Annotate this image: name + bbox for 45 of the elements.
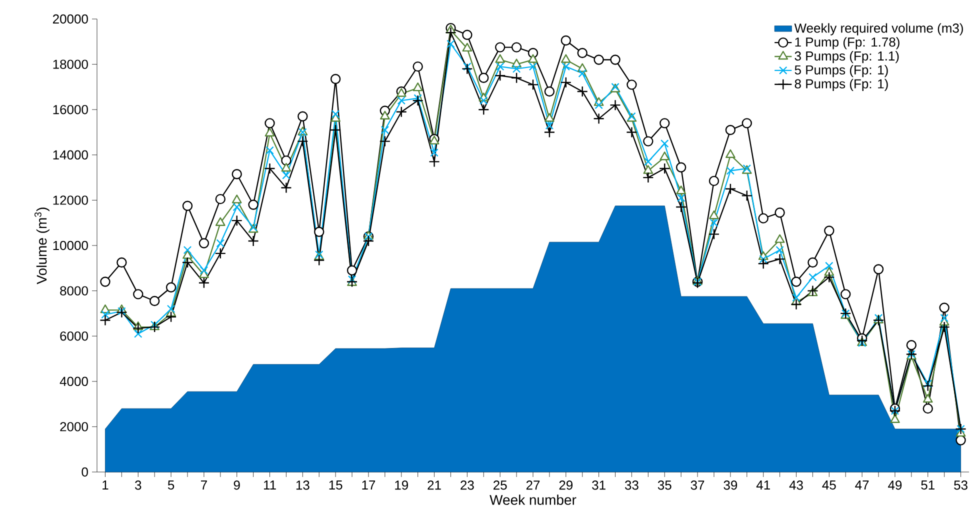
x-axis-title: Week number bbox=[490, 494, 576, 505]
x-tick-label: 31 bbox=[592, 480, 606, 490]
y-tick-label: 18000 bbox=[53, 60, 88, 69]
x-tick-label: 51 bbox=[921, 480, 934, 490]
y-tick-label: 20000 bbox=[52, 14, 88, 24]
y-tick-label: 0 bbox=[82, 467, 88, 477]
y-tick-label: 12000 bbox=[53, 196, 88, 205]
x-tick-label: 23 bbox=[460, 480, 474, 490]
y-tick-label: 14000 bbox=[53, 150, 88, 160]
x-tick-label: 5 bbox=[168, 480, 174, 490]
x-tick-label: 35 bbox=[658, 480, 672, 490]
y-axis-title: Volume (m$^{3}$) bbox=[34, 208, 50, 284]
legend-label: 8 Pumps (Fp: 1) bbox=[794, 78, 888, 91]
x-tick-label: 21 bbox=[428, 480, 441, 490]
x-tick-label: 27 bbox=[526, 480, 540, 490]
x-tick-label: 43 bbox=[789, 480, 803, 490]
x-tick-label: 11 bbox=[264, 480, 276, 490]
x-tick-label: 7 bbox=[201, 480, 207, 490]
x-tick-label: 37 bbox=[690, 480, 704, 490]
x-tick-label: 3 bbox=[135, 480, 142, 490]
x-tick-label: 9 bbox=[234, 480, 240, 490]
legend-label: 5 Pumps (Fp: 1) bbox=[794, 64, 888, 78]
y-tick-label: 4000 bbox=[60, 376, 88, 386]
y-tick-label: 6000 bbox=[60, 331, 88, 341]
x-tick-label: 53 bbox=[954, 480, 968, 490]
x-tick-label: 33 bbox=[624, 480, 638, 490]
x-tick-label: 29 bbox=[559, 480, 573, 490]
x-tick-label: 17 bbox=[362, 480, 376, 490]
x-tick-label: 25 bbox=[494, 480, 507, 490]
x-tick-label: 1 bbox=[102, 480, 108, 490]
x-tick-label: 13 bbox=[296, 480, 310, 490]
x-tick-label: 49 bbox=[888, 480, 902, 490]
y-tick-label: 2000 bbox=[60, 422, 88, 432]
y-tick-label: 8000 bbox=[60, 286, 88, 296]
x-tick-label: 39 bbox=[724, 480, 738, 490]
legend-label: 1 Pump (Fp: 1.78) bbox=[795, 37, 900, 50]
y-tick-label: 16000 bbox=[53, 104, 88, 114]
x-tick-label: 19 bbox=[395, 480, 408, 490]
legend-label: 3 Pumps (Fp: 1.1) bbox=[794, 51, 899, 64]
legend-label: Weekly required volume (m3) bbox=[794, 23, 963, 36]
x-tick-label: 45 bbox=[822, 480, 836, 490]
x-tick-label: 41 bbox=[756, 480, 770, 490]
x-tick-label: 15 bbox=[329, 480, 342, 490]
y-tick-label: 10000 bbox=[53, 240, 88, 250]
x-tick-label: 47 bbox=[855, 480, 869, 490]
